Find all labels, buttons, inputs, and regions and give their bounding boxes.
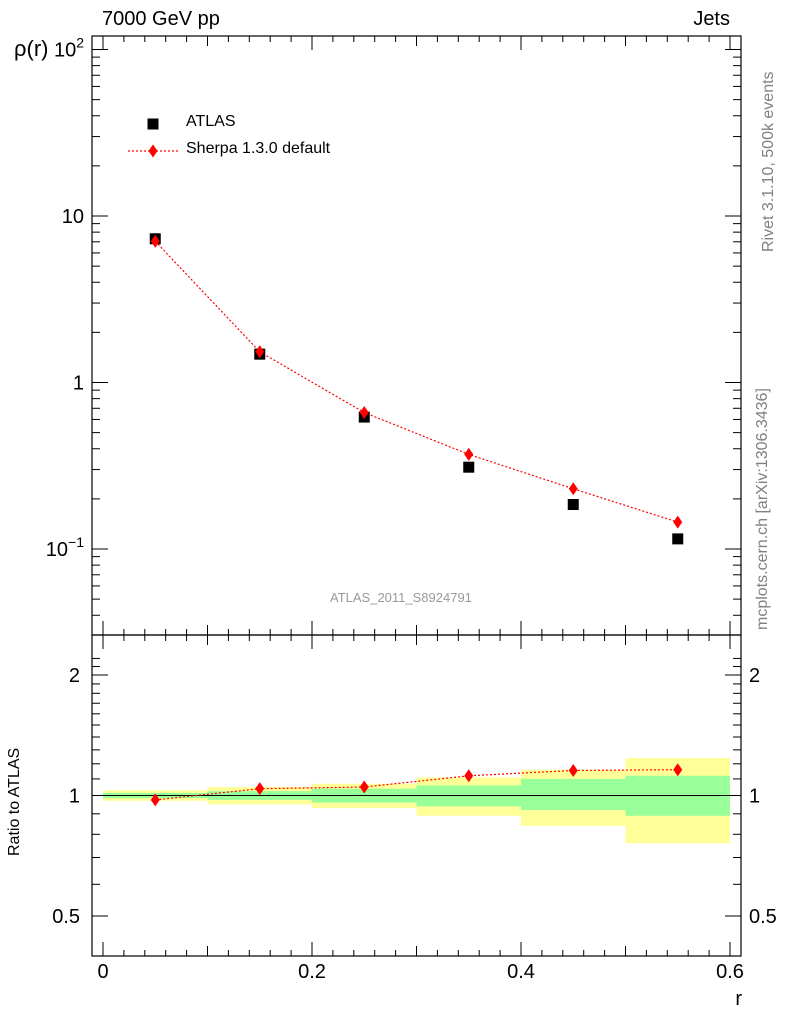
header-left-label: 7000 GeV pp xyxy=(102,8,220,30)
y-tick-label: 10−1 xyxy=(46,534,84,561)
rivet-version-label: Rivet 3.1.10, 500k events xyxy=(760,71,777,252)
band-inner-bin xyxy=(521,778,626,810)
legend-markers xyxy=(128,118,178,158)
x-tick-label: 0 xyxy=(97,961,108,983)
main-y-axis-label: ρ(r) xyxy=(14,36,49,61)
ratio-y-tick-label: 2 xyxy=(69,665,80,687)
ratio-point xyxy=(255,782,265,796)
ratio-y-tick-label-right: 0.5 xyxy=(749,906,777,928)
x-tick-label: 0.6 xyxy=(716,961,744,983)
sherpa-point xyxy=(359,406,369,420)
ratio-line xyxy=(155,769,678,801)
atlas-point xyxy=(463,461,475,473)
ratio-y-tick-label: 1 xyxy=(69,786,80,808)
series-markers xyxy=(149,233,684,807)
series-lines xyxy=(154,240,678,801)
ratio-point xyxy=(673,763,683,777)
y-tick-label: 1 xyxy=(73,373,84,395)
ratio-point xyxy=(464,769,474,783)
header-right-label: Jets xyxy=(693,8,730,30)
legend-entry-sherpa: Sherpa 1.3.0 default xyxy=(186,140,331,157)
mc-line xyxy=(154,240,678,523)
x-tick-label: 0.2 xyxy=(298,961,326,983)
y-tick-label: 10 xyxy=(62,206,84,228)
sherpa-point xyxy=(150,234,160,248)
x-tick-label: 0.4 xyxy=(507,961,535,983)
atlas-point xyxy=(672,533,684,545)
ratio-point xyxy=(568,763,578,777)
atlas-point xyxy=(567,499,579,511)
legend-sherpa-marker xyxy=(148,144,158,158)
ratio-point xyxy=(359,780,369,794)
legend-entry-atlas: ATLAS xyxy=(186,113,236,130)
sherpa-point xyxy=(568,482,578,496)
sherpa-point xyxy=(673,515,683,529)
y-tick-label: 102 xyxy=(54,35,84,62)
sherpa-point xyxy=(255,345,265,359)
ratio-y-axis-label: Ratio to ATLAS xyxy=(6,747,23,856)
legend-atlas-marker xyxy=(147,118,159,130)
ratio-uncertainty-bands xyxy=(92,758,741,844)
x-axis-label: r xyxy=(735,988,742,1010)
ratio-point xyxy=(150,793,160,807)
ratio-y-tick-label: 0.5 xyxy=(52,906,80,928)
sherpa-point xyxy=(464,447,474,461)
mcplots-reference-label: mcplots.cern.ch [arXiv:1306.3436] xyxy=(754,388,771,630)
analysis-id-label: ATLAS_2011_S8924791 xyxy=(330,590,472,605)
ratio-y-tick-label-right: 2 xyxy=(749,665,760,687)
ratio-y-tick-label-right: 1 xyxy=(749,786,760,808)
axis-ticks: 0 0.2 0.4 0.6 10−1 1 10 102 0.5 0.5 1 1 2 2 xyxy=(46,35,777,984)
